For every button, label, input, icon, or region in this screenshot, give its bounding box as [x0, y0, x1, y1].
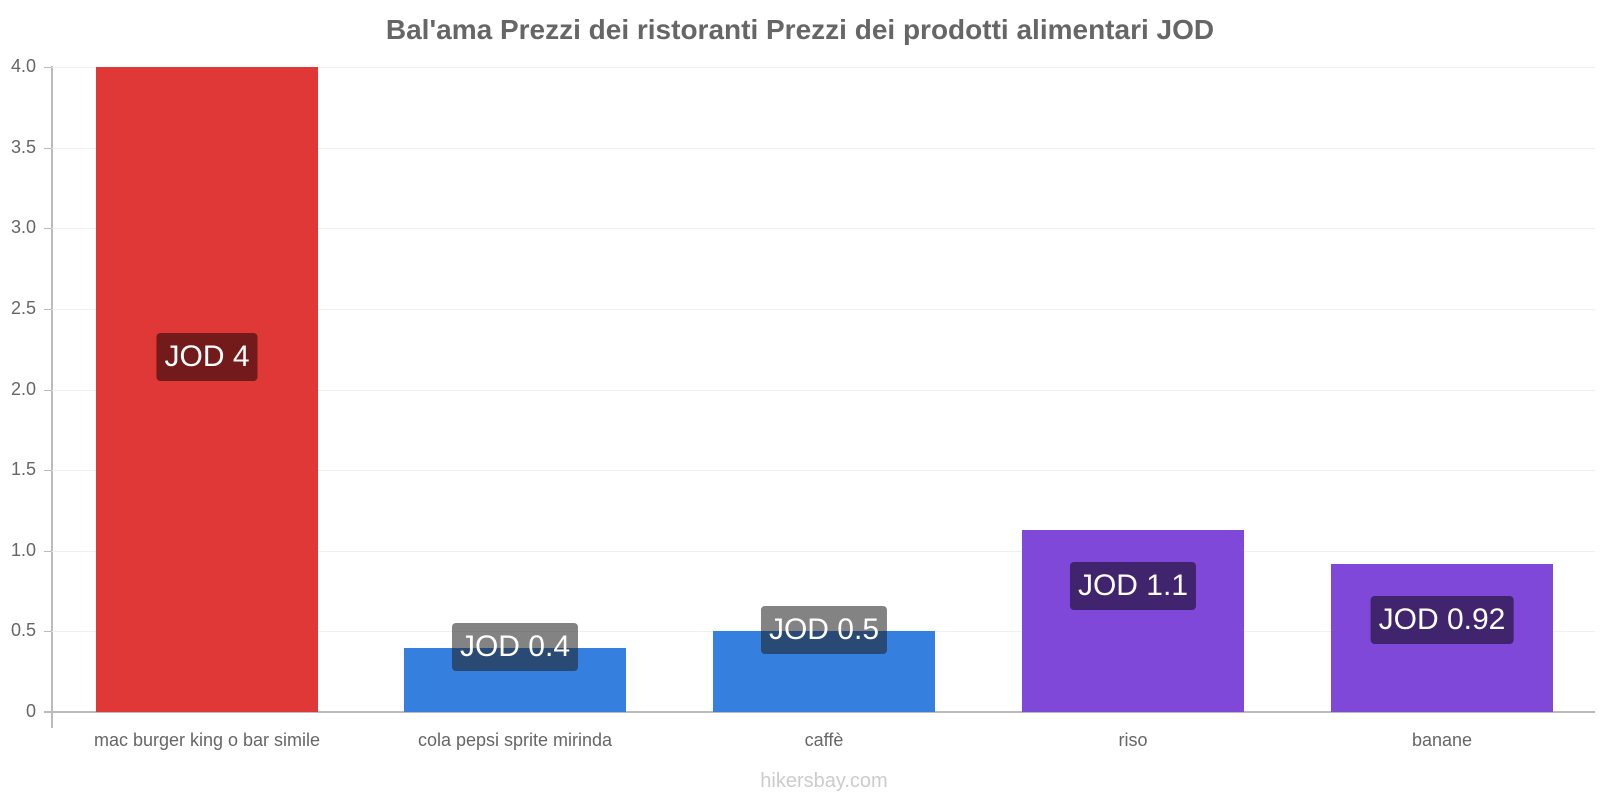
y-tick-label: 0.5: [10, 620, 36, 641]
x-category-label: riso: [1118, 730, 1148, 750]
bar-value-label: JOD 4: [156, 333, 258, 381]
x-category-label: caffè: [804, 730, 844, 750]
gridline: [52, 67, 1595, 68]
y-tick-mark: [44, 631, 52, 633]
y-tick-mark: [44, 712, 52, 713]
x-category-label: cola pepsi sprite mirinda: [417, 730, 613, 750]
y-tick-label: 1.0: [10, 539, 36, 560]
y-tick-mark: [44, 470, 52, 472]
x-category-label: mac burger king o bar simile: [93, 730, 321, 750]
y-tick-label: 2.0: [10, 378, 36, 399]
y-tick-label: 3.0: [10, 217, 36, 238]
gridline: [52, 308, 1595, 310]
y-tick-mark: [44, 228, 52, 230]
y-axis: [51, 66, 53, 728]
x-category-label: banane: [1411, 730, 1473, 750]
bar-value-label: JOD 0.92: [1370, 595, 1514, 644]
gridline: [52, 147, 1595, 149]
gridline: [52, 550, 1595, 552]
y-tick-mark: [44, 389, 52, 391]
y-tick-label: 2.5: [10, 297, 36, 318]
y-tick-mark: [44, 147, 52, 149]
bar-value-label: JOD 1.1: [1069, 561, 1197, 610]
y-tick-label: 3.5: [10, 136, 36, 157]
gridline: [52, 389, 1595, 391]
bar-value-label: JOD 0.5: [760, 606, 888, 655]
y-tick-label: 4.0: [10, 56, 36, 76]
watermark: hikersbay.com: [760, 770, 888, 792]
chart-title: Bal'ama Prezzi dei ristoranti Prezzi dei…: [385, 14, 1215, 45]
gridline: [52, 228, 1595, 230]
bar-value-label: JOD 0.4: [451, 622, 579, 671]
y-tick-mark: [44, 550, 52, 552]
y-tick-label: 0: [25, 701, 36, 721]
bar[interactable]: [1022, 529, 1244, 712]
y-tick-mark: [44, 67, 52, 68]
y-tick-mark: [44, 308, 52, 310]
y-tick-label: 1.5: [10, 459, 36, 480]
x-axis: [44, 711, 1595, 713]
bar[interactable]: [96, 67, 318, 712]
gridline: [52, 470, 1595, 472]
